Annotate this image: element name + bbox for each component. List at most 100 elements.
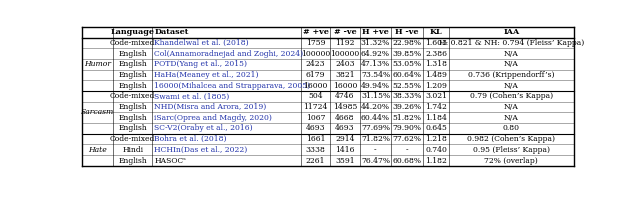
Text: 31.32%: 31.32% — [361, 39, 390, 47]
Text: Code-mixed: Code-mixed — [110, 39, 156, 47]
Text: 72% (overlap): 72% (overlap) — [484, 156, 538, 164]
Text: English: English — [118, 124, 147, 132]
Text: 1.742: 1.742 — [425, 103, 447, 111]
Text: 51.82%: 51.82% — [392, 114, 422, 122]
Text: 4668: 4668 — [335, 114, 355, 122]
Text: 2261: 2261 — [306, 156, 325, 164]
Text: 0.645: 0.645 — [425, 124, 447, 132]
Text: 6179: 6179 — [306, 71, 325, 79]
Text: H +ve: H +ve — [362, 28, 389, 36]
Text: 100000: 100000 — [330, 50, 360, 58]
Text: 60.64%: 60.64% — [392, 71, 422, 79]
Text: 1.182: 1.182 — [425, 156, 447, 164]
Text: POTD(Yang et al., 2015): POTD(Yang et al., 2015) — [154, 60, 247, 68]
Text: 3591: 3591 — [335, 156, 355, 164]
Text: 1.218: 1.218 — [425, 135, 447, 143]
Text: Dataset: Dataset — [154, 28, 189, 36]
Text: H: 0.821 & NH: 0.794 (Fleiss’ Kappa): H: 0.821 & NH: 0.794 (Fleiss’ Kappa) — [438, 39, 584, 47]
Text: 77.62%: 77.62% — [392, 135, 422, 143]
Text: 2423: 2423 — [306, 60, 325, 68]
Text: Code-mixed: Code-mixed — [110, 92, 156, 100]
Text: 4693: 4693 — [306, 124, 325, 132]
Text: 79.90%: 79.90% — [392, 124, 422, 132]
Text: N/A: N/A — [504, 114, 519, 122]
Text: # +ve: # +ve — [303, 28, 328, 36]
Text: Language: Language — [111, 28, 155, 36]
Text: HCHIn(Das et al., 2022): HCHIn(Das et al., 2022) — [154, 146, 248, 154]
Text: 0.80: 0.80 — [503, 124, 520, 132]
Text: 1067: 1067 — [306, 114, 325, 122]
Text: Hindi: Hindi — [122, 146, 143, 154]
Text: 1.318: 1.318 — [425, 60, 447, 68]
Text: 39.26%: 39.26% — [392, 103, 422, 111]
Text: 77.69%: 77.69% — [361, 124, 390, 132]
Text: 16000: 16000 — [333, 82, 357, 90]
Text: KL: KL — [429, 28, 442, 36]
Text: English: English — [118, 71, 147, 79]
Text: 1.184: 1.184 — [425, 114, 447, 122]
Text: 53.05%: 53.05% — [392, 60, 422, 68]
Text: Swami et al. (1805): Swami et al. (1805) — [154, 92, 230, 100]
Text: Hate: Hate — [88, 146, 107, 154]
Text: 11724: 11724 — [303, 103, 328, 111]
Text: 47.13%: 47.13% — [361, 60, 390, 68]
Text: N/A: N/A — [504, 60, 519, 68]
Text: English: English — [118, 60, 147, 68]
Text: 44.20%: 44.20% — [361, 103, 390, 111]
Text: 76.47%: 76.47% — [361, 156, 390, 164]
Text: 71.82%: 71.82% — [361, 135, 390, 143]
Text: 49.94%: 49.94% — [361, 82, 390, 90]
Text: N/A: N/A — [504, 50, 519, 58]
Text: 1.209: 1.209 — [425, 82, 447, 90]
Text: 1192: 1192 — [335, 39, 355, 47]
Text: 22.98%: 22.98% — [392, 39, 422, 47]
Text: N/A: N/A — [504, 82, 519, 90]
Text: HASOCˢ: HASOCˢ — [154, 156, 186, 164]
Text: 0.79 (Cohen’s Kappa): 0.79 (Cohen’s Kappa) — [470, 92, 553, 100]
Text: -: - — [374, 146, 377, 154]
Text: 4746: 4746 — [335, 92, 355, 100]
Text: 0.740: 0.740 — [425, 146, 447, 154]
Text: 60.68%: 60.68% — [392, 156, 422, 164]
Text: 3338: 3338 — [305, 146, 325, 154]
Text: 60.44%: 60.44% — [361, 114, 390, 122]
Text: 39.85%: 39.85% — [392, 50, 422, 58]
Text: SC-V2(Oraby et al., 2016): SC-V2(Oraby et al., 2016) — [154, 124, 253, 132]
Text: -: - — [406, 146, 408, 154]
Text: 1416: 1416 — [335, 146, 355, 154]
Text: 1.489: 1.489 — [425, 71, 447, 79]
Text: 504: 504 — [308, 92, 323, 100]
Text: Bohra et al. (2018): Bohra et al. (2018) — [154, 135, 227, 143]
Text: Code-mixed: Code-mixed — [110, 135, 156, 143]
Text: Col(Annamoradnejad and Zoghi, 2024): Col(Annamoradnejad and Zoghi, 2024) — [154, 50, 303, 58]
Text: English: English — [118, 114, 147, 122]
Text: NHD(Misra and Arora, 2019): NHD(Misra and Arora, 2019) — [154, 103, 266, 111]
Text: 3821: 3821 — [335, 71, 355, 79]
Text: English: English — [118, 103, 147, 111]
Text: 3.021: 3.021 — [425, 92, 447, 100]
Text: 16000: 16000 — [303, 82, 328, 90]
Text: 100000: 100000 — [301, 50, 330, 58]
Text: Sarcasm: Sarcasm — [81, 108, 115, 116]
Text: 73.54%: 73.54% — [361, 71, 390, 79]
Text: 1759: 1759 — [306, 39, 325, 47]
Text: English: English — [118, 50, 147, 58]
Text: 2403: 2403 — [335, 60, 355, 68]
Text: 1.603: 1.603 — [425, 39, 447, 47]
Text: 0.95 (Fleiss’ Kappa): 0.95 (Fleiss’ Kappa) — [473, 146, 550, 154]
Text: H -ve: H -ve — [396, 28, 419, 36]
Text: 64.92%: 64.92% — [361, 50, 390, 58]
Text: 2.386: 2.386 — [425, 50, 447, 58]
Text: 16000(Mihalcea and Strapparava, 2005): 16000(Mihalcea and Strapparava, 2005) — [154, 82, 310, 90]
Text: # -ve: # -ve — [333, 28, 356, 36]
Text: 4693: 4693 — [335, 124, 355, 132]
Text: 38.33%: 38.33% — [392, 92, 422, 100]
Text: iSarc(Oprea and Magdy, 2020): iSarc(Oprea and Magdy, 2020) — [154, 114, 272, 122]
Text: Khandelwal et al. (2018): Khandelwal et al. (2018) — [154, 39, 249, 47]
Text: N/A: N/A — [504, 103, 519, 111]
Text: English: English — [118, 156, 147, 164]
Text: 2914: 2914 — [335, 135, 355, 143]
Text: Humor: Humor — [84, 60, 111, 68]
Text: 52.55%: 52.55% — [392, 82, 422, 90]
Text: 1661: 1661 — [306, 135, 325, 143]
